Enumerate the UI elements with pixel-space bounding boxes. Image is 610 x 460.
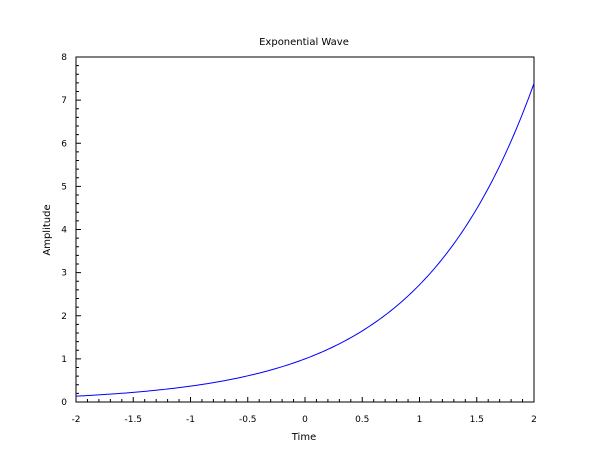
x-tick-label: 2 xyxy=(531,415,537,425)
y-tick-label: 6 xyxy=(61,139,67,149)
x-tick-label: -1 xyxy=(186,415,195,425)
y-tick-label: 0 xyxy=(61,398,67,408)
x-tick-label: -0.5 xyxy=(239,415,257,425)
x-axis: -2 -1.5 -1 -0.5 0 0.5 1 1.5 2 xyxy=(72,397,537,425)
y-tick-label: 5 xyxy=(61,182,67,192)
x-tick-label: -2 xyxy=(72,415,81,425)
chart-title: Exponential Wave xyxy=(259,37,349,48)
y-tick-label: 8 xyxy=(61,53,67,63)
x-tick-label: -1.5 xyxy=(124,415,142,425)
x-tick-label: 1 xyxy=(417,415,423,425)
x-tick-label: 0.5 xyxy=(355,415,369,425)
y-axis-label: Amplitude xyxy=(42,204,53,255)
x-axis-label: Time xyxy=(291,432,316,443)
y-tick-label: 1 xyxy=(61,355,67,365)
y-axis: 0 1 2 3 4 5 6 7 8 xyxy=(61,53,81,408)
x-tick-label: 1.5 xyxy=(470,415,484,425)
y-tick-label: 4 xyxy=(61,226,67,236)
series-line xyxy=(75,83,535,397)
y-tick-label: 2 xyxy=(61,312,67,322)
plot-area xyxy=(75,56,535,403)
y-tick-label: 7 xyxy=(61,96,67,106)
x-tick-label: 0 xyxy=(302,415,308,425)
y-tick-label: 3 xyxy=(61,269,67,279)
